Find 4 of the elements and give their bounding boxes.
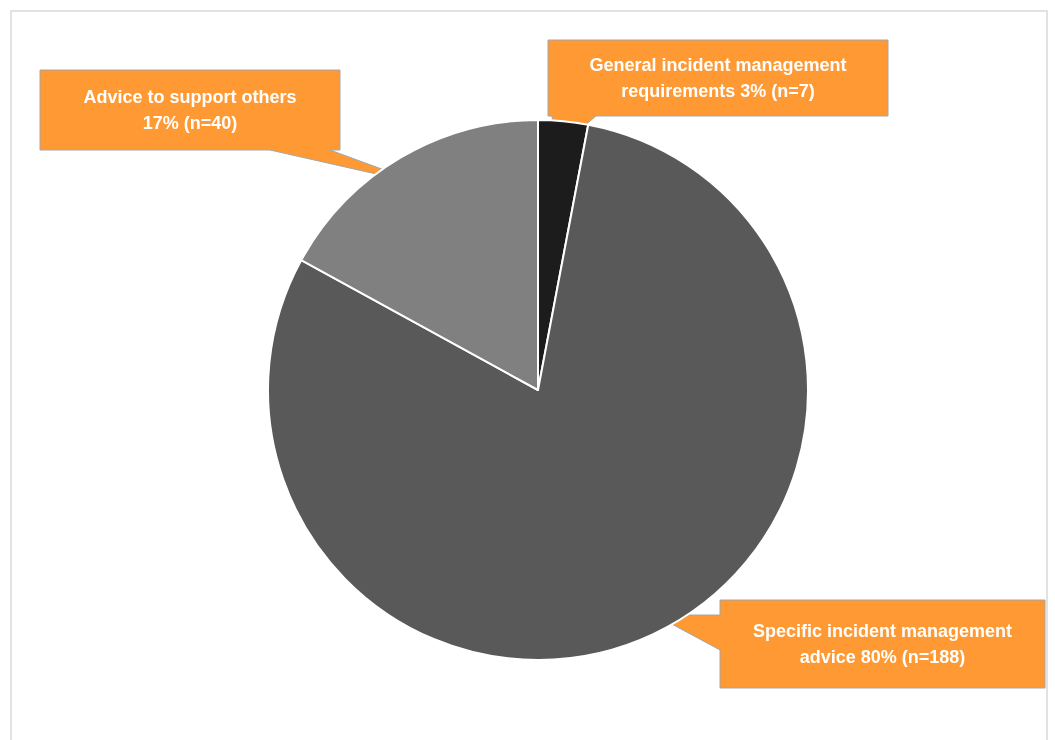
slice-label: Advice to support others: [83, 87, 297, 107]
slice-label: General incident management requirements 3% (n=7): [589, 55, 847, 101]
data-label: 17% (n=40): [142, 113, 238, 133]
slice-label: Specific incident management advice 80% (n=188): [752, 621, 1013, 667]
